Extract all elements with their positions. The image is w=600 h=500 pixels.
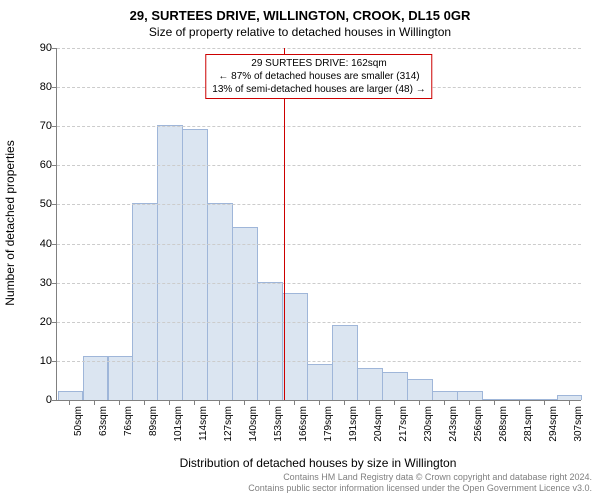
x-tick-label: 230sqm — [423, 406, 434, 456]
x-tick-mark — [194, 400, 195, 405]
footer-attribution: Contains HM Land Registry data © Crown c… — [248, 472, 592, 494]
x-tick-mark — [494, 400, 495, 405]
histogram-bar — [507, 399, 533, 400]
x-tick-label: 76sqm — [123, 406, 134, 456]
histogram-bar — [282, 293, 308, 400]
reference-line — [284, 48, 285, 400]
histogram-bar — [307, 364, 333, 400]
y-tick-mark — [52, 165, 57, 166]
x-tick-label: 294sqm — [548, 406, 559, 456]
histogram-bar — [257, 282, 283, 400]
y-tick-label: 0 — [28, 394, 52, 406]
x-tick-label: 127sqm — [223, 406, 234, 456]
chart-title-main: 29, SURTEES DRIVE, WILLINGTON, CROOK, DL… — [0, 0, 600, 23]
y-gridline — [57, 361, 581, 363]
y-tick-label: 80 — [28, 81, 52, 93]
histogram-bar — [482, 399, 508, 400]
y-tick-label: 40 — [28, 238, 52, 250]
y-tick-label: 70 — [28, 120, 52, 132]
y-tick-label: 90 — [28, 42, 52, 54]
x-tick-label: 217sqm — [398, 406, 409, 456]
x-tick-label: 89sqm — [148, 406, 159, 456]
y-tick-mark — [52, 48, 57, 49]
x-tick-label: 243sqm — [448, 406, 459, 456]
x-axis-label: Distribution of detached houses by size … — [56, 456, 580, 470]
histogram-bar — [407, 379, 433, 400]
y-gridline — [57, 165, 581, 167]
x-tick-label: 140sqm — [248, 406, 259, 456]
y-tick-mark — [52, 283, 57, 284]
x-tick-mark — [319, 400, 320, 405]
x-tick-label: 204sqm — [373, 406, 384, 456]
histogram-bar — [532, 399, 558, 400]
y-tick-mark — [52, 126, 57, 127]
y-gridline — [57, 283, 581, 285]
x-tick-mark — [119, 400, 120, 405]
y-tick-label: 50 — [28, 198, 52, 210]
x-tick-mark — [69, 400, 70, 405]
x-tick-mark — [569, 400, 570, 405]
x-tick-mark — [269, 400, 270, 405]
histogram-bar — [58, 391, 84, 400]
x-tick-label: 307sqm — [573, 406, 584, 456]
histogram-bar — [382, 372, 408, 400]
y-tick-mark — [52, 87, 57, 88]
y-gridline — [57, 244, 581, 246]
x-tick-mark — [519, 400, 520, 405]
y-gridline — [57, 322, 581, 324]
y-gridline — [57, 126, 581, 128]
annotation-line-2: ← 87% of detached houses are smaller (31… — [212, 70, 425, 83]
y-tick-mark — [52, 204, 57, 205]
x-tick-mark — [344, 400, 345, 405]
y-gridline — [57, 48, 581, 50]
y-tick-mark — [52, 322, 57, 323]
y-gridline — [57, 204, 581, 206]
x-tick-label: 50sqm — [73, 406, 84, 456]
x-tick-mark — [94, 400, 95, 405]
y-tick-mark — [52, 244, 57, 245]
x-tick-label: 281sqm — [523, 406, 534, 456]
histogram-bar — [357, 368, 383, 400]
histogram-bar — [432, 391, 458, 400]
x-tick-label: 179sqm — [323, 406, 334, 456]
x-tick-mark — [144, 400, 145, 405]
histogram-bar — [132, 203, 158, 400]
histogram-bar — [207, 203, 233, 400]
x-tick-mark — [219, 400, 220, 405]
histogram-bar — [232, 227, 258, 400]
x-tick-mark — [444, 400, 445, 405]
x-tick-mark — [469, 400, 470, 405]
x-tick-mark — [394, 400, 395, 405]
x-tick-label: 166sqm — [298, 406, 309, 456]
x-tick-mark — [294, 400, 295, 405]
y-tick-label: 20 — [28, 316, 52, 328]
annotation-line-3: 13% of semi-detached houses are larger (… — [212, 83, 425, 96]
x-tick-mark — [544, 400, 545, 405]
x-tick-label: 268sqm — [498, 406, 509, 456]
y-tick-label: 60 — [28, 159, 52, 171]
plot-area: 29 SURTEES DRIVE: 162sqm ← 87% of detach… — [56, 48, 581, 401]
histogram-bar — [182, 129, 208, 400]
annotation-box: 29 SURTEES DRIVE: 162sqm ← 87% of detach… — [205, 54, 432, 99]
x-tick-mark — [369, 400, 370, 405]
footer-line-1: Contains HM Land Registry data © Crown c… — [248, 472, 592, 483]
x-tick-label: 114sqm — [198, 406, 209, 456]
chart-title-sub: Size of property relative to detached ho… — [0, 23, 600, 39]
annotation-line-1: 29 SURTEES DRIVE: 162sqm — [212, 57, 425, 70]
y-tick-mark — [52, 400, 57, 401]
x-tick-label: 153sqm — [273, 406, 284, 456]
footer-line-2: Contains public sector information licen… — [248, 483, 592, 494]
x-tick-mark — [419, 400, 420, 405]
histogram-bar — [457, 391, 483, 400]
x-tick-label: 256sqm — [473, 406, 484, 456]
x-tick-label: 63sqm — [98, 406, 109, 456]
y-tick-mark — [52, 361, 57, 362]
x-tick-label: 101sqm — [173, 406, 184, 456]
y-tick-label: 30 — [28, 277, 52, 289]
x-tick-mark — [244, 400, 245, 405]
x-tick-label: 191sqm — [348, 406, 359, 456]
x-tick-mark — [169, 400, 170, 405]
y-tick-label: 10 — [28, 355, 52, 367]
y-axis-label: Number of detached properties — [3, 133, 17, 313]
